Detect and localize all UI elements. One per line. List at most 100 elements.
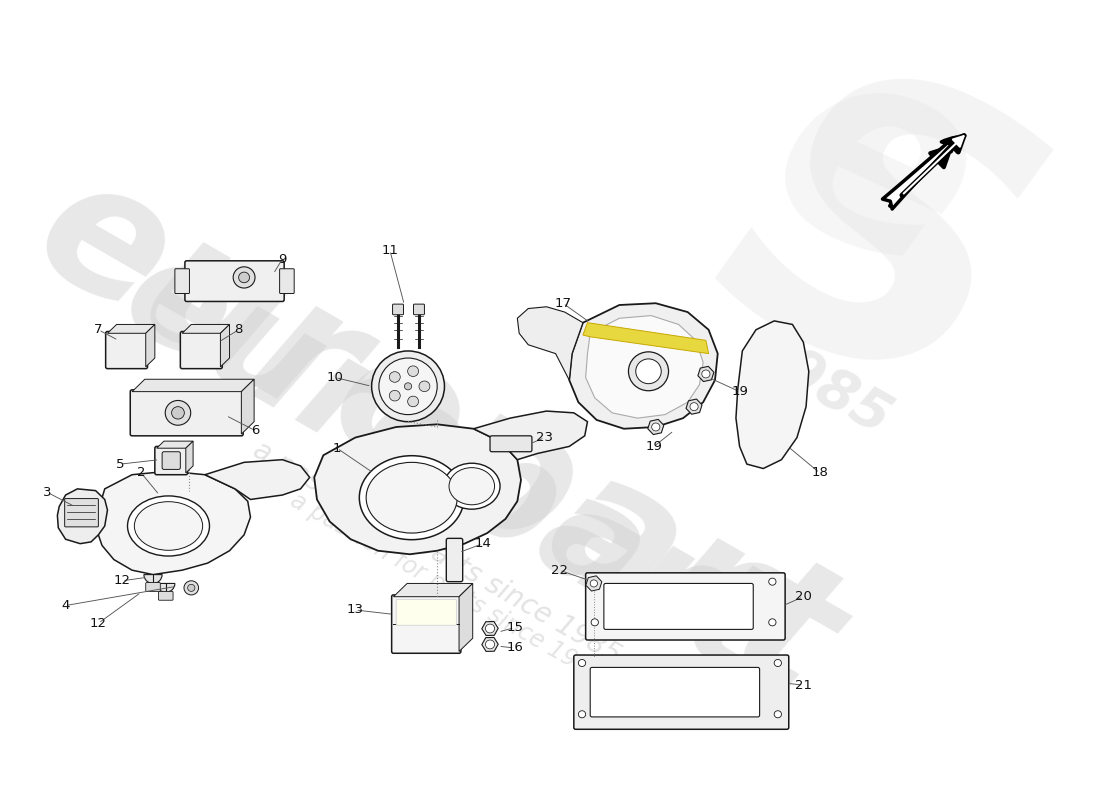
FancyBboxPatch shape bbox=[155, 446, 188, 474]
FancyBboxPatch shape bbox=[393, 304, 404, 314]
Polygon shape bbox=[97, 471, 251, 574]
Circle shape bbox=[389, 372, 400, 382]
Circle shape bbox=[408, 396, 419, 406]
Circle shape bbox=[591, 578, 598, 586]
Circle shape bbox=[408, 366, 419, 377]
FancyBboxPatch shape bbox=[162, 452, 180, 470]
Text: 1985: 1985 bbox=[739, 322, 900, 446]
Circle shape bbox=[769, 618, 776, 626]
Wedge shape bbox=[156, 583, 175, 592]
Text: 19: 19 bbox=[646, 440, 662, 453]
Text: S: S bbox=[668, 22, 1081, 482]
Polygon shape bbox=[583, 322, 708, 354]
Text: 12: 12 bbox=[90, 617, 107, 630]
Circle shape bbox=[579, 710, 585, 718]
Ellipse shape bbox=[443, 463, 500, 509]
FancyBboxPatch shape bbox=[585, 573, 785, 640]
Circle shape bbox=[188, 584, 195, 591]
Text: 4: 4 bbox=[62, 599, 69, 612]
FancyBboxPatch shape bbox=[396, 599, 456, 626]
Polygon shape bbox=[241, 379, 254, 434]
Polygon shape bbox=[57, 489, 108, 544]
Text: e: e bbox=[732, 10, 1016, 334]
Text: 5: 5 bbox=[116, 458, 124, 470]
Polygon shape bbox=[517, 306, 583, 380]
FancyBboxPatch shape bbox=[490, 436, 532, 452]
Text: 18: 18 bbox=[812, 466, 828, 479]
FancyBboxPatch shape bbox=[175, 269, 189, 294]
Text: 7: 7 bbox=[95, 323, 102, 336]
Text: 22: 22 bbox=[551, 564, 568, 577]
Text: 3: 3 bbox=[43, 486, 52, 499]
Circle shape bbox=[405, 382, 411, 390]
Polygon shape bbox=[108, 325, 155, 334]
Ellipse shape bbox=[449, 468, 495, 505]
Text: 8: 8 bbox=[234, 323, 243, 336]
Circle shape bbox=[485, 624, 495, 633]
Polygon shape bbox=[186, 441, 194, 473]
Polygon shape bbox=[570, 303, 717, 429]
Text: 12: 12 bbox=[113, 574, 131, 587]
Circle shape bbox=[769, 578, 776, 586]
Polygon shape bbox=[205, 460, 310, 499]
Text: a passion for parts since 1985: a passion for parts since 1985 bbox=[286, 488, 607, 687]
Circle shape bbox=[233, 267, 255, 288]
Text: 21: 21 bbox=[795, 678, 812, 691]
Polygon shape bbox=[315, 424, 521, 554]
Text: 17: 17 bbox=[554, 297, 571, 310]
Circle shape bbox=[690, 402, 698, 410]
Text: 19: 19 bbox=[732, 385, 748, 398]
Text: 16: 16 bbox=[506, 642, 522, 654]
Text: 10: 10 bbox=[327, 371, 343, 384]
FancyBboxPatch shape bbox=[604, 583, 754, 630]
Text: 6: 6 bbox=[251, 424, 260, 437]
Circle shape bbox=[239, 272, 250, 282]
Circle shape bbox=[165, 401, 190, 426]
Circle shape bbox=[774, 710, 781, 718]
Text: 11: 11 bbox=[382, 244, 398, 257]
Circle shape bbox=[591, 580, 597, 587]
Ellipse shape bbox=[134, 502, 202, 550]
Ellipse shape bbox=[128, 496, 209, 556]
Ellipse shape bbox=[366, 462, 458, 533]
Circle shape bbox=[485, 640, 495, 649]
FancyBboxPatch shape bbox=[279, 269, 294, 294]
Polygon shape bbox=[394, 583, 473, 597]
FancyBboxPatch shape bbox=[180, 331, 222, 369]
Polygon shape bbox=[736, 321, 808, 469]
Text: 23: 23 bbox=[536, 431, 553, 444]
Text: 13: 13 bbox=[346, 603, 364, 617]
Polygon shape bbox=[459, 583, 473, 651]
Text: 14: 14 bbox=[474, 537, 492, 550]
Circle shape bbox=[702, 370, 710, 378]
Wedge shape bbox=[144, 574, 162, 583]
Text: 1: 1 bbox=[333, 442, 341, 454]
Polygon shape bbox=[145, 325, 155, 367]
Circle shape bbox=[774, 659, 781, 666]
Text: europart: europart bbox=[99, 223, 793, 705]
Circle shape bbox=[579, 659, 585, 666]
Polygon shape bbox=[585, 316, 703, 418]
FancyBboxPatch shape bbox=[447, 538, 463, 582]
Polygon shape bbox=[474, 411, 587, 460]
Circle shape bbox=[389, 390, 400, 401]
Circle shape bbox=[651, 423, 660, 431]
FancyBboxPatch shape bbox=[145, 582, 161, 591]
FancyBboxPatch shape bbox=[158, 591, 173, 600]
Polygon shape bbox=[156, 441, 194, 448]
FancyBboxPatch shape bbox=[130, 390, 243, 436]
FancyBboxPatch shape bbox=[574, 655, 789, 730]
Circle shape bbox=[184, 581, 199, 595]
FancyBboxPatch shape bbox=[414, 304, 425, 314]
FancyBboxPatch shape bbox=[185, 261, 284, 302]
Text: 2: 2 bbox=[136, 466, 145, 479]
FancyBboxPatch shape bbox=[591, 667, 760, 717]
Polygon shape bbox=[132, 379, 254, 392]
Circle shape bbox=[628, 352, 669, 390]
Circle shape bbox=[636, 359, 661, 384]
Polygon shape bbox=[183, 325, 230, 334]
Text: europart: europart bbox=[8, 139, 867, 736]
FancyBboxPatch shape bbox=[65, 498, 98, 527]
Circle shape bbox=[419, 381, 430, 392]
Circle shape bbox=[378, 358, 437, 414]
